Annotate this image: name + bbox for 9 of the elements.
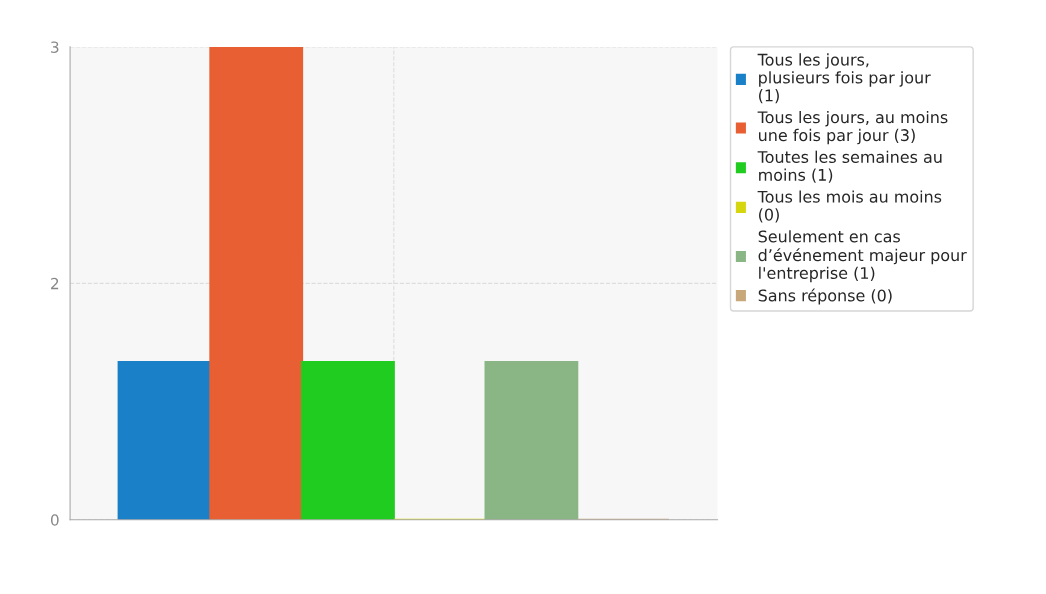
legend-label: Tous les jours, au moins une fois par jour (3): [757, 110, 948, 145]
legend-label: Sans réponse (0): [758, 288, 892, 305]
legend-label: Tous les jours, plusieurs fois par jour (1): [757, 53, 931, 104]
legend-label: Toutes les semaines au moins (1): [757, 150, 942, 183]
legend-label: Tous les mois au moins (0): [757, 190, 942, 223]
legend-label: Seulement en cas d’événement majeur pour l'entreprise (1): [758, 230, 967, 283]
y-tick-label: 3: [51, 41, 59, 53]
y-tick-label: 0: [50, 514, 59, 526]
y-tick-label: 2: [51, 277, 59, 290]
